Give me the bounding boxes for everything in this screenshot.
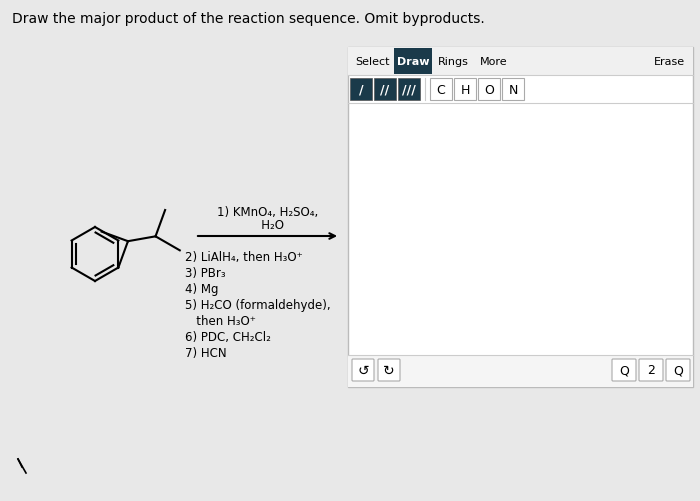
Text: 7) HCN: 7) HCN [185, 346, 227, 359]
Text: 4) Mg: 4) Mg [185, 283, 218, 296]
FancyBboxPatch shape [378, 359, 400, 381]
FancyBboxPatch shape [352, 359, 374, 381]
FancyBboxPatch shape [454, 79, 476, 101]
Text: 2: 2 [647, 364, 655, 377]
Text: ↺: ↺ [357, 363, 369, 377]
Text: then H₃O⁺: then H₃O⁺ [185, 314, 256, 327]
Text: 2) LiAlH₄, then H₃O⁺: 2) LiAlH₄, then H₃O⁺ [185, 250, 302, 264]
Text: C: C [437, 83, 445, 96]
FancyBboxPatch shape [348, 48, 693, 387]
FancyBboxPatch shape [394, 49, 432, 75]
Text: Erase: Erase [654, 57, 685, 67]
Text: Rings: Rings [438, 57, 468, 67]
Text: //: // [380, 83, 390, 96]
FancyBboxPatch shape [348, 48, 693, 76]
Text: H: H [461, 83, 470, 96]
FancyBboxPatch shape [374, 79, 396, 101]
FancyBboxPatch shape [350, 79, 372, 101]
Text: Select: Select [355, 57, 389, 67]
FancyBboxPatch shape [666, 359, 690, 381]
FancyBboxPatch shape [612, 359, 636, 381]
FancyBboxPatch shape [502, 79, 524, 101]
Text: Q: Q [673, 364, 683, 377]
Text: 1) KMnO₄, H₂SO₄,: 1) KMnO₄, H₂SO₄, [217, 205, 318, 218]
Text: O: O [484, 83, 494, 96]
Text: 3) PBr₃: 3) PBr₃ [185, 267, 225, 280]
FancyBboxPatch shape [430, 79, 452, 101]
FancyBboxPatch shape [348, 355, 693, 387]
Text: N: N [508, 83, 518, 96]
FancyBboxPatch shape [639, 359, 663, 381]
Text: /: / [358, 83, 363, 96]
Text: 6) PDC, CH₂Cl₂: 6) PDC, CH₂Cl₂ [185, 330, 271, 343]
Text: Q: Q [619, 364, 629, 377]
FancyBboxPatch shape [478, 79, 500, 101]
Text: 5) H₂CO (formaldehyde),: 5) H₂CO (formaldehyde), [185, 299, 330, 312]
Text: More: More [480, 57, 508, 67]
Text: Draw the major product of the reaction sequence. Omit byproducts.: Draw the major product of the reaction s… [12, 12, 484, 26]
FancyBboxPatch shape [398, 79, 420, 101]
Text: Draw: Draw [397, 57, 429, 67]
Text: ///: /// [402, 83, 416, 96]
Text: H₂O: H₂O [251, 218, 284, 231]
Text: ↻: ↻ [383, 363, 395, 377]
